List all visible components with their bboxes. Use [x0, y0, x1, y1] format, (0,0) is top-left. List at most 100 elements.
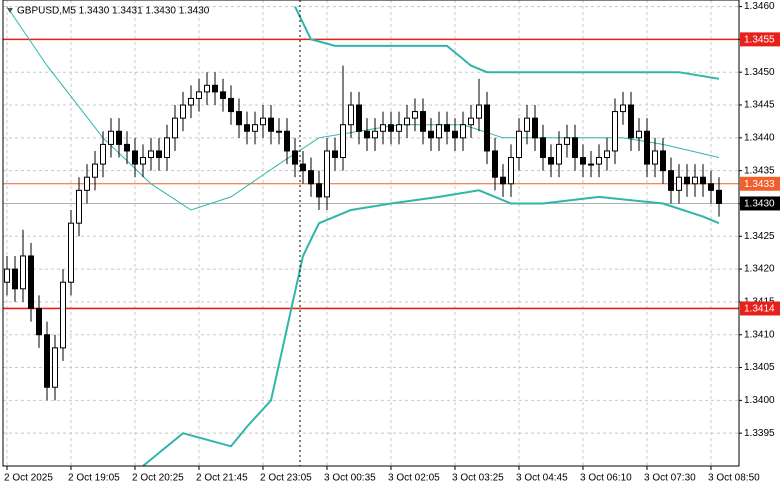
- candle-body: [332, 150, 338, 159]
- candle-body: [412, 111, 418, 119]
- x-tick-label: 3 Oct 00:35: [324, 473, 376, 484]
- candle-body: [684, 176, 690, 185]
- candle-body: [604, 150, 610, 159]
- chart-title: GBPUSD,M5 1.3430 1.3431 1.3430 1.3430: [17, 6, 210, 17]
- candle-body: [172, 117, 178, 139]
- candle-body: [252, 124, 258, 132]
- candle-body: [444, 124, 450, 132]
- candle-body: [100, 143, 106, 165]
- candle-body: [420, 111, 426, 132]
- candle-body: [508, 157, 514, 185]
- candle-body: [588, 163, 594, 166]
- candle-body: [716, 189, 722, 204]
- candle-body: [556, 143, 562, 165]
- level-label: 1.3414: [744, 304, 775, 315]
- candle-body: [436, 124, 442, 139]
- candle-body: [4, 268, 10, 283]
- candle-body: [372, 130, 378, 139]
- candle-body: [108, 130, 114, 145]
- candle-body: [548, 157, 554, 165]
- y-tick-label: 1.3435: [744, 165, 775, 176]
- candle-body: [580, 157, 586, 165]
- candle-body: [196, 91, 202, 99]
- candle-body: [428, 130, 434, 139]
- candle-body: [156, 150, 162, 159]
- candle-body: [628, 104, 634, 139]
- candle-body: [348, 104, 354, 126]
- level-label-box: [740, 301, 780, 316]
- candle-body: [28, 255, 34, 309]
- candle-body: [268, 117, 274, 132]
- candle-body: [692, 176, 698, 185]
- candle-body: [308, 170, 314, 185]
- candle-body: [532, 117, 538, 139]
- candle-body: [20, 255, 26, 290]
- x-tick-label: 2 Oct 2025: [4, 473, 53, 484]
- candle-body: [388, 124, 394, 132]
- candle-body: [452, 130, 458, 139]
- axis-group: 1.33951.34001.34051.34101.34151.34201.34…: [4, 1, 780, 484]
- candle-body: [500, 176, 506, 185]
- level-label-box: [740, 32, 780, 47]
- candle-body: [460, 124, 466, 139]
- candle-body: [292, 150, 298, 165]
- x-tick-label: 3 Oct 02:05: [388, 473, 440, 484]
- plot-frame: [2, 0, 740, 467]
- x-tick-label: 2 Oct 23:05: [260, 473, 312, 484]
- candle-body: [516, 130, 522, 159]
- candle-body: [44, 334, 50, 388]
- level-label: 1.3433: [744, 179, 775, 190]
- x-tick-label: 3 Oct 03:25: [452, 473, 504, 484]
- candle-body: [236, 111, 242, 126]
- candle-body: [364, 130, 370, 139]
- candle-body: [228, 97, 234, 113]
- indicator-line: [294, 6, 720, 80]
- candle-body: [140, 157, 146, 165]
- candle-body: [620, 104, 626, 113]
- candle-body: [700, 176, 706, 185]
- level-label: 1.3455: [744, 35, 775, 46]
- candle-body: [708, 183, 714, 191]
- x-tick-label: 3 Oct 07:30: [644, 473, 696, 484]
- level-label: 1.3430: [744, 199, 775, 210]
- candle-body: [652, 150, 658, 165]
- y-tick-label: 1.3395: [744, 428, 775, 439]
- y-tick-label: 1.3425: [744, 231, 775, 242]
- candle-body: [524, 117, 530, 132]
- candle-body: [260, 117, 266, 126]
- y-tick-label: 1.3420: [744, 264, 775, 275]
- level-label-box: [740, 196, 780, 211]
- candle-body: [148, 150, 154, 159]
- candle-body: [404, 117, 410, 126]
- candle-body: [340, 124, 346, 159]
- symbol-icon: [7, 8, 13, 13]
- candle-body: [124, 143, 130, 152]
- x-tick-label: 3 Oct 06:10: [580, 473, 632, 484]
- candle-body: [92, 163, 98, 178]
- plot-group: [3, 6, 739, 467]
- candle-body: [492, 150, 498, 178]
- candle-body: [76, 189, 82, 224]
- candle-body: [212, 84, 218, 93]
- candle-body: [52, 347, 58, 388]
- candle-body: [36, 307, 42, 336]
- candle-body: [668, 170, 674, 191]
- candle-body: [660, 150, 666, 172]
- candle-body: [540, 137, 546, 159]
- candle-body: [564, 137, 570, 145]
- candle-body: [164, 137, 170, 159]
- candle-body: [596, 157, 602, 165]
- candle-body: [244, 124, 250, 132]
- candle-body: [636, 130, 642, 139]
- candle-body: [188, 97, 194, 106]
- y-tick-label: 1.3445: [744, 100, 775, 111]
- y-tick-label: 1.3450: [744, 67, 775, 78]
- indicator-line: [142, 189, 720, 467]
- y-tick-label: 1.3410: [744, 329, 775, 340]
- y-tick-label: 1.3440: [744, 132, 775, 143]
- x-tick-label: 2 Oct 20:25: [132, 473, 184, 484]
- x-tick-label: 2 Oct 19:05: [68, 473, 120, 484]
